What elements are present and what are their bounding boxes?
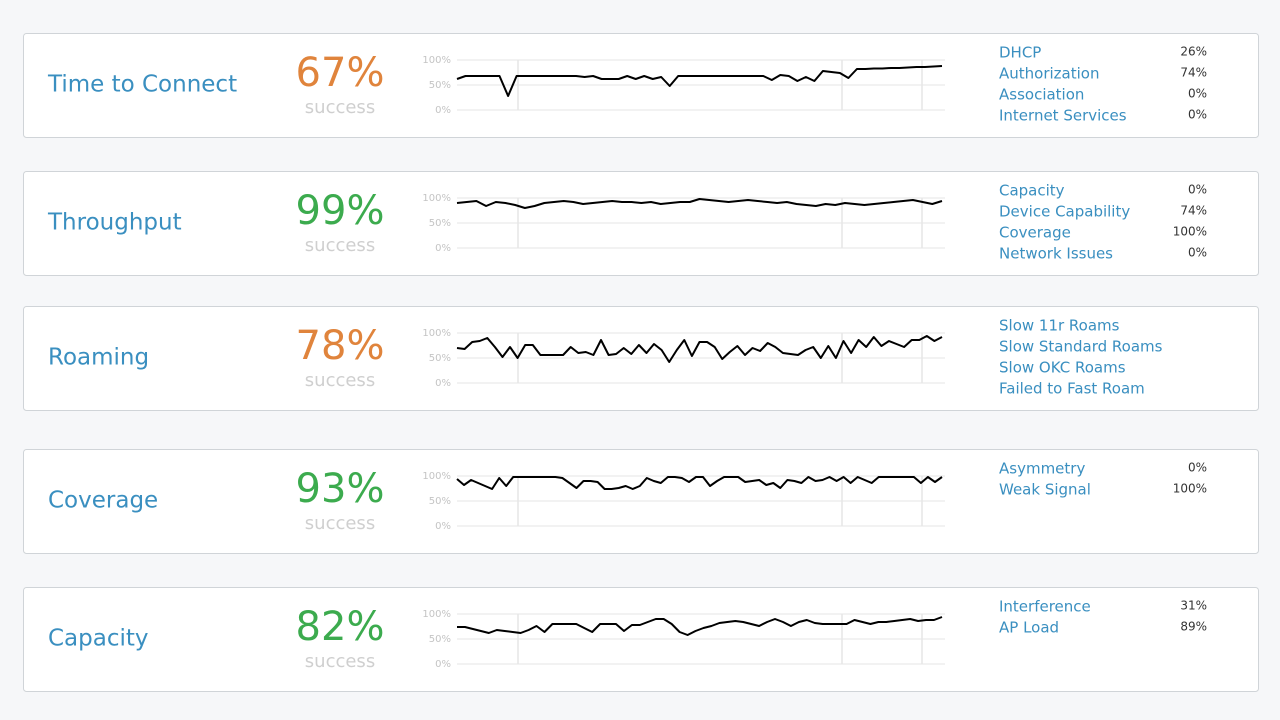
metric-value: 0% <box>1188 183 1207 197</box>
y-tick-label: 100% <box>422 471 451 482</box>
metric-value: 0% <box>1188 246 1207 260</box>
metric-value: 0% <box>1188 461 1207 475</box>
metric-name: Slow 11r Roams <box>999 317 1120 335</box>
sparkline <box>456 476 943 490</box>
metric-value: 100% <box>1173 482 1207 496</box>
card-title: Time to Connect <box>47 72 237 98</box>
success-score: 67% <box>296 50 385 96</box>
y-tick-label: 0% <box>435 378 451 389</box>
sparkline <box>456 198 943 209</box>
metric-value: 0% <box>1188 108 1207 122</box>
card-title: Throughput <box>47 210 182 236</box>
card-title: Capacity <box>48 626 149 652</box>
success-score: 78% <box>296 323 385 369</box>
metric-name: Failed to Fast Roam <box>999 380 1145 398</box>
y-tick-label: 0% <box>435 521 451 532</box>
metric-name: AP Load <box>999 619 1059 637</box>
metric-name: Slow OKC Roams <box>999 359 1126 377</box>
y-tick-label: 50% <box>429 634 451 645</box>
card: Capacity 82%success 100% 50% 0% Interference 3… <box>23 587 1259 692</box>
metric-name: Network Issues <box>999 245 1113 263</box>
metric-name: Weak Signal <box>999 481 1091 499</box>
success-caption: success <box>305 651 375 672</box>
metric-name: Internet Services <box>999 107 1127 125</box>
metric-value: 74% <box>1180 66 1207 80</box>
metric-name: Asymmetry <box>999 460 1085 478</box>
metric-name: Association <box>999 86 1084 104</box>
metric-value: 0% <box>1188 87 1207 101</box>
card: Roaming 78%success 100% 50% 0% Slow 11r Roams… <box>23 306 1259 411</box>
metric-value: 89% <box>1180 620 1207 634</box>
metric-name: Interference <box>999 598 1091 616</box>
y-tick-label: 50% <box>429 353 451 364</box>
metric-name: Capacity <box>999 182 1065 200</box>
success-score: 93% <box>296 466 385 512</box>
y-tick-label: 0% <box>435 105 451 116</box>
card-title: Roaming <box>48 345 149 371</box>
y-tick-label: 100% <box>422 193 451 204</box>
success-caption: success <box>305 513 375 534</box>
y-tick-label: 100% <box>422 609 451 620</box>
metric-name: Device Capability <box>999 203 1130 221</box>
success-score: 99% <box>296 188 385 234</box>
metric-value: 74% <box>1180 204 1207 218</box>
metric-value: 26% <box>1180 45 1207 59</box>
y-tick-label: 100% <box>422 328 451 339</box>
y-tick-label: 100% <box>422 55 451 66</box>
metric-value: 100% <box>1173 225 1207 239</box>
y-tick-label: 50% <box>429 80 451 91</box>
y-tick-label: 0% <box>435 243 451 254</box>
metric-value: 31% <box>1180 599 1207 613</box>
y-tick-label: 0% <box>435 659 451 670</box>
card-title: Coverage <box>48 488 158 514</box>
metric-name: Coverage <box>999 224 1071 242</box>
success-caption: success <box>305 370 375 391</box>
metric-name: Slow Standard Roams <box>999 338 1163 356</box>
success-score: 82% <box>296 604 385 650</box>
y-tick-label: 50% <box>429 496 451 507</box>
sparkline <box>456 65 943 97</box>
card: Throughput 99%success 100% 50% 0% Capacity 0% D… <box>23 171 1259 276</box>
success-caption: success <box>305 97 375 118</box>
metric-name: DHCP <box>999 44 1041 62</box>
sparkline <box>456 335 943 363</box>
metric-name: Authorization <box>999 65 1099 83</box>
card: Coverage 93%success 100% 50% 0% Asymmetry 0% We… <box>23 449 1259 554</box>
success-caption: success <box>305 235 375 256</box>
y-tick-label: 50% <box>429 218 451 229</box>
sparkline <box>457 616 943 636</box>
card: Time to Connect 67%success 100% 50% 0% DHCP 26… <box>23 33 1259 138</box>
